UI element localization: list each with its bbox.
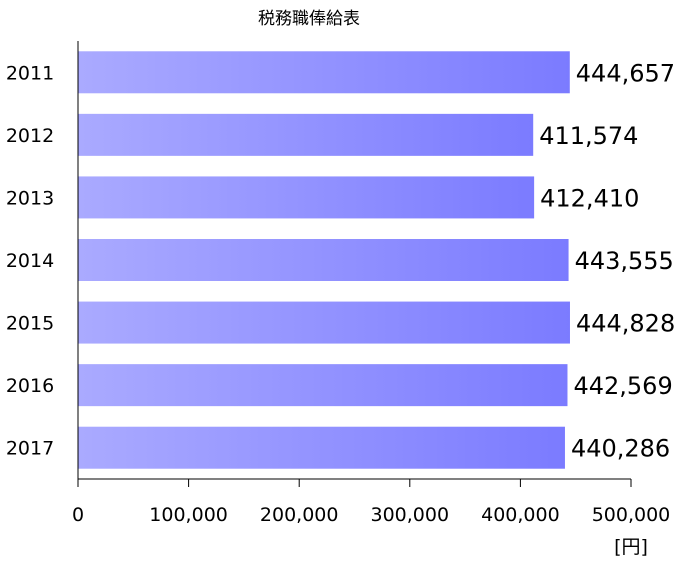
- bar-2011: [78, 51, 570, 94]
- x-tick-label: 0: [72, 504, 84, 526]
- category-labels: 2011 2012 2013 2014 2015 2016 2017: [6, 62, 54, 459]
- data-label-2014: 443,555: [575, 247, 674, 275]
- bar-2017: [78, 426, 565, 469]
- x-tick-label: 300,000: [371, 504, 450, 526]
- data-label-2011: 444,657: [576, 59, 675, 87]
- data-label-2013: 412,410: [540, 184, 639, 212]
- bar-2015: [78, 301, 570, 344]
- x-tick-label: 100,000: [149, 504, 228, 526]
- x-tick-label: 200,000: [260, 504, 339, 526]
- bars-group: [78, 51, 570, 469]
- category-label-2014: 2014: [6, 250, 54, 272]
- data-label-2016: 442,569: [573, 372, 672, 400]
- category-label-2017: 2017: [6, 438, 54, 460]
- data-labels: 444,657 411,574 412,410 443,555 444,828 442,5…: [539, 59, 675, 462]
- chart-title: 税務職俸給表: [258, 9, 360, 29]
- bar-2014: [78, 239, 569, 281]
- category-label-2016: 2016: [6, 375, 54, 397]
- x-tick-label: 400,000: [481, 504, 560, 526]
- data-label-2012: 411,574: [539, 122, 638, 150]
- data-label-2017: 440,286: [571, 435, 670, 463]
- bar-2016: [78, 364, 568, 407]
- bar-2012: [78, 113, 534, 156]
- x-axis-ticks: 0 100,000 200,000 300,000 400,000 500,000: [72, 479, 670, 526]
- x-tick-label: 500,000: [592, 504, 671, 526]
- data-label-2015: 444,828: [576, 310, 675, 338]
- category-label-2015: 2015: [6, 313, 54, 335]
- unit-label: [円]: [614, 536, 648, 558]
- category-label-2011: 2011: [6, 62, 54, 84]
- category-label-2013: 2013: [6, 187, 54, 209]
- category-label-2012: 2012: [6, 125, 54, 147]
- bar-2013: [78, 176, 535, 219]
